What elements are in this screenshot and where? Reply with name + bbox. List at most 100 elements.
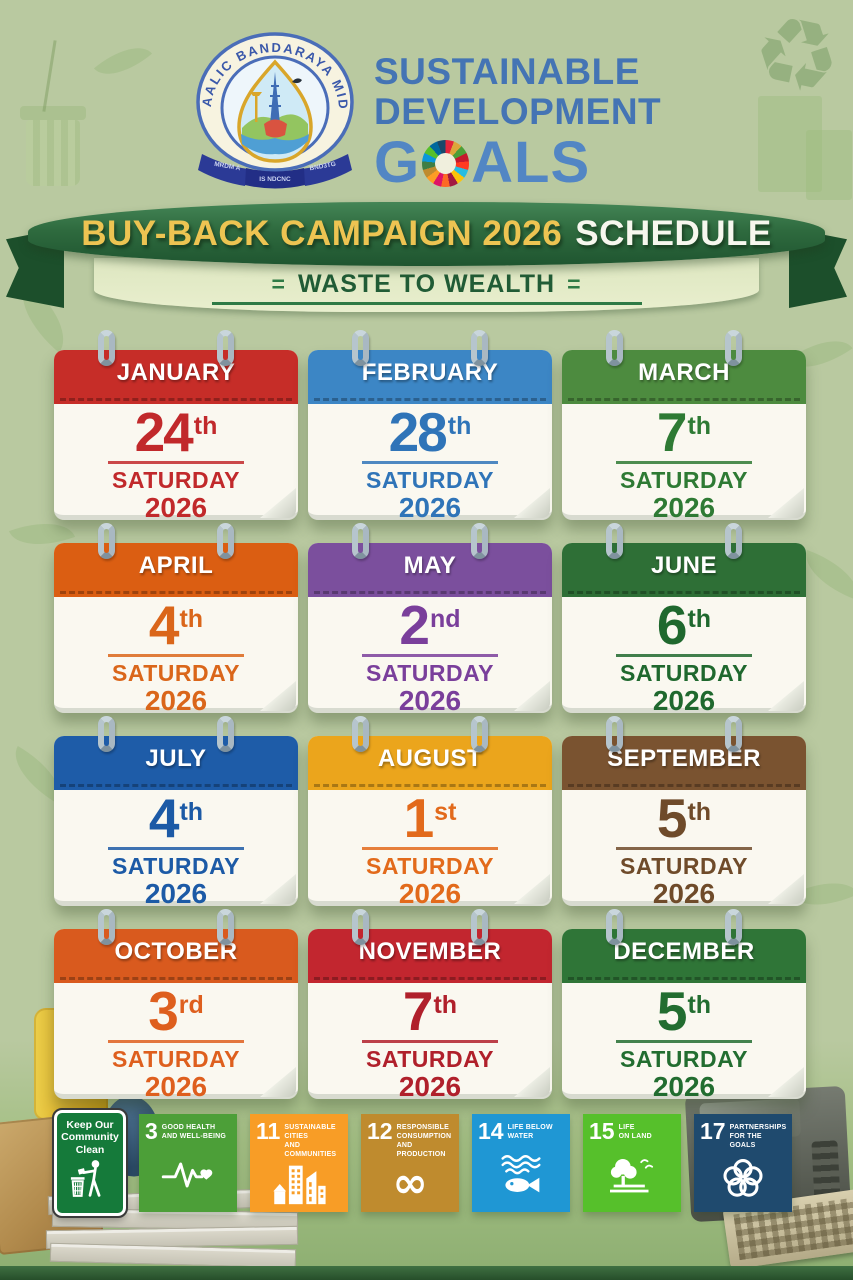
grass-strip <box>0 1266 853 1280</box>
month-name: MARCH <box>638 358 730 386</box>
sdg-tile-header: 14 LIFE BELOW WATER <box>478 1120 564 1143</box>
binder-ring-icon <box>605 523 623 559</box>
sdg-tile: 3 GOOD HEALTH AND WELL-BEING <box>139 1114 237 1212</box>
sdg-label: PARTNERSHIPS FOR THE GOALS <box>729 1124 787 1150</box>
crest-ribbon <box>198 154 248 186</box>
card-body: 6th SATURDAY 2026 <box>562 597 806 717</box>
year-label: 2026 <box>398 492 462 524</box>
sdg-number: 17 <box>700 1118 726 1144</box>
city-council-crest: MAALIC BANDARAYA MID3 MRDM A IS NDCNC BN… <box>186 26 354 189</box>
faded-recycling-bin <box>26 120 80 186</box>
date-line: 5th <box>562 984 806 1039</box>
binder-ring-icon <box>725 716 743 752</box>
date-underline <box>615 461 753 465</box>
date-underline <box>361 1040 499 1044</box>
year-label: 2026 <box>652 685 716 717</box>
day-ordinal: th <box>687 412 712 440</box>
subtitle-underline <box>211 302 642 305</box>
binder-ring-icon <box>351 909 369 945</box>
binder-ring-icon <box>217 716 235 752</box>
day-ordinal: th <box>447 412 472 440</box>
date-underline <box>615 1040 753 1044</box>
binder-ring-icon <box>471 523 489 559</box>
month-header: MAY <box>308 543 552 588</box>
banner-title-suffix: SCHEDULE <box>575 214 772 253</box>
month-name: OCTOBER <box>114 937 238 965</box>
binder-ring-icon <box>725 523 743 559</box>
day-number: 1 <box>403 787 435 849</box>
weekday-label: SATURDAY <box>620 467 748 494</box>
sdg-tile: 15 LIFE ON LAND <box>583 1114 681 1212</box>
month-calendar-card: DECEMBER 5th SATURDAY 2026 <box>562 909 806 1102</box>
sdg-tile: 12 RESPONSIBLE CONSUMPTION AND PRODUCTIO… <box>361 1114 459 1212</box>
date-underline <box>361 847 499 851</box>
infinity-icon: ∞ <box>382 1162 438 1206</box>
binder-ring-icon <box>97 523 115 559</box>
year-label: 2026 <box>652 878 716 910</box>
perforation-line <box>562 588 806 597</box>
faded-bin-lid <box>20 106 86 120</box>
binder-ring-icon <box>471 909 489 945</box>
date-line: 3rd <box>54 984 298 1039</box>
date-line: 7th <box>562 405 806 460</box>
weekday-label: SATURDAY <box>620 1046 748 1073</box>
day-number: 7 <box>402 980 434 1042</box>
faded-building <box>758 96 822 192</box>
card-body: 4th SATURDAY 2026 <box>54 790 298 910</box>
heartbeat-icon <box>160 1153 216 1197</box>
month-calendar-card: JULY 4th SATURDAY 2026 <box>54 716 298 909</box>
day-number: 6 <box>656 594 688 656</box>
weekday-label: SATURDAY <box>112 660 240 687</box>
weekday-label: SATURDAY <box>366 1046 494 1073</box>
perforation-line <box>308 395 552 404</box>
month-header: JULY <box>54 736 298 781</box>
month-calendar-card: MAY 2nd SATURDAY 2026 <box>308 523 552 716</box>
perforation-line <box>308 781 552 790</box>
binder-ring-icon <box>97 716 115 752</box>
perforation-line <box>562 974 806 983</box>
buildings-icon <box>271 1162 327 1206</box>
day-ordinal: th <box>179 605 204 633</box>
month-header: JANUARY <box>54 350 298 395</box>
sdg-tile-header: 15 LIFE ON LAND <box>589 1120 675 1143</box>
month-name: JUNE <box>650 551 718 579</box>
binder-ring-icon <box>217 330 235 366</box>
sdg-title-line2: DEVELOPMENT <box>374 90 662 132</box>
subtitle-flank-right: = <box>567 271 582 297</box>
crest-tower <box>270 72 280 124</box>
month-calendar-card: OCTOBER 3rd SATURDAY 2026 <box>54 909 298 1102</box>
month-calendar-card: MARCH 7th SATURDAY 2026 <box>562 330 806 523</box>
day-number: 5 <box>656 980 688 1042</box>
keep-community-clean-sign: Keep Our Community Clean <box>52 1108 128 1218</box>
sdg-label: GOOD HEALTH AND WELL-BEING <box>161 1124 227 1141</box>
sdg-tile-header: 17 PARTNERSHIPS FOR THE GOALS <box>700 1118 787 1150</box>
sdg-tile-header: 3 GOOD HEALTH AND WELL-BEING <box>145 1120 231 1143</box>
sdg-label: SUSTAINABLE CITIES AND COMMUNITIES <box>284 1124 337 1159</box>
card-body: 28th SATURDAY 2026 <box>308 404 552 524</box>
day-number: 4 <box>148 594 180 656</box>
binder-ring-icon <box>605 909 623 945</box>
month-calendar-card: FEBRUARY 28th SATURDAY 2026 <box>308 330 552 523</box>
month-header: MARCH <box>562 350 806 395</box>
date-underline <box>361 654 499 658</box>
year-label: 2026 <box>398 1071 462 1103</box>
crest-ribbon-text: BND3TG <box>309 161 337 173</box>
sdg-tile: 14 LIFE BELOW WATER <box>472 1114 570 1212</box>
date-underline <box>615 654 753 658</box>
sdg-title-goals: G ALS <box>374 134 661 192</box>
banner-subtitle: WASTE TO WEALTH <box>297 270 556 298</box>
binder-ring-icon <box>725 909 743 945</box>
date-line: 4th <box>54 791 298 846</box>
date-underline <box>107 847 245 851</box>
leaf-decoration <box>93 33 153 89</box>
sdg-number: 11 <box>256 1118 281 1144</box>
day-ordinal: th <box>179 798 204 826</box>
month-name: APRIL <box>138 551 214 579</box>
sdg-tile-header: 12 RESPONSIBLE CONSUMPTION AND PRODUCTIO… <box>367 1120 453 1159</box>
perforation-line <box>54 588 298 597</box>
banner-title: BUY-BACK CAMPAIGN 2026 <box>81 214 563 253</box>
weekday-label: SATURDAY <box>620 853 748 880</box>
month-header: FEBRUARY <box>308 350 552 395</box>
sdg-tile-header: 11 SUSTAINABLE CITIES AND COMMUNITIES <box>256 1118 342 1159</box>
